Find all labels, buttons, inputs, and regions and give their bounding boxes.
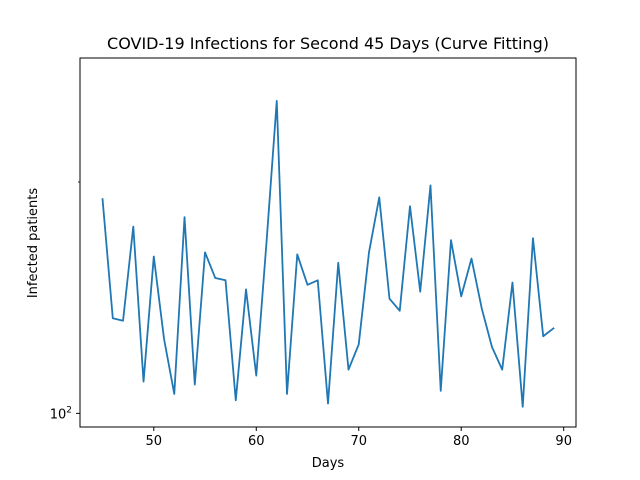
plot-area: 50 60 70 80 90 102 [50,57,577,449]
x-tick-label-80: 80 [453,434,470,449]
y-axis-label: Infected patients [26,188,41,299]
x-tick-label-60: 60 [248,434,265,449]
x-tick-label-90: 90 [555,434,572,449]
x-axis-label: Days [312,456,345,471]
y-tick-label-100: 102 [50,405,72,422]
x-tick-label-50: 50 [146,434,163,449]
axes-frame [79,57,577,428]
chart-title: COVID-19 Infections for Second 45 Days (… [107,34,549,53]
x-tick-label-70: 70 [350,434,367,449]
series-line-0 [101,100,555,408]
